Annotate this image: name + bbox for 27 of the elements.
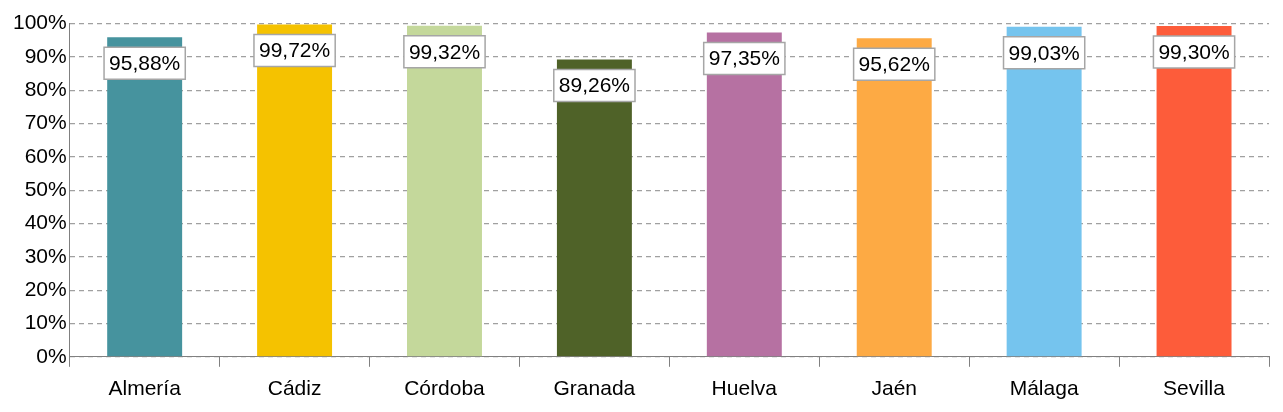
x-tick-label: Córdoba: [404, 376, 486, 400]
data-label: 95,88%: [109, 51, 181, 75]
x-tick-label: Málaga: [1009, 376, 1079, 400]
y-tick-label: 50%: [24, 177, 67, 200]
x-tick-label: Granada: [553, 376, 636, 400]
y-tick-label: 60%: [24, 143, 67, 167]
data-label: 99,32%: [408, 39, 481, 63]
x-tick-label: Jaén: [871, 376, 917, 400]
y-tick-label: 10%: [24, 310, 67, 334]
y-tick-label: 100%: [12, 10, 67, 34]
x-tick-label: Sevilla: [1163, 376, 1226, 400]
x-tick-label: Almería: [108, 376, 182, 400]
y-tick-label: 0%: [36, 343, 67, 367]
data-label: 89,26%: [558, 73, 631, 97]
y-tick-label: 90%: [24, 43, 67, 67]
y-tick-label: 80%: [24, 77, 67, 101]
data-label: 99,72%: [258, 38, 331, 62]
y-tick-label: 40%: [24, 210, 67, 234]
data-label: 99,30%: [1158, 39, 1230, 63]
y-tick-label: 30%: [24, 243, 67, 267]
data-label: 99,03%: [1008, 40, 1080, 64]
x-tick-label: Huelva: [711, 376, 778, 400]
y-tick-label: 70%: [24, 110, 67, 134]
data-label: 97,35%: [708, 46, 780, 70]
data-label: 95,62%: [858, 51, 930, 75]
y-tick-label: 20%: [24, 276, 67, 300]
x-tick-label: Cádiz: [267, 376, 322, 400]
